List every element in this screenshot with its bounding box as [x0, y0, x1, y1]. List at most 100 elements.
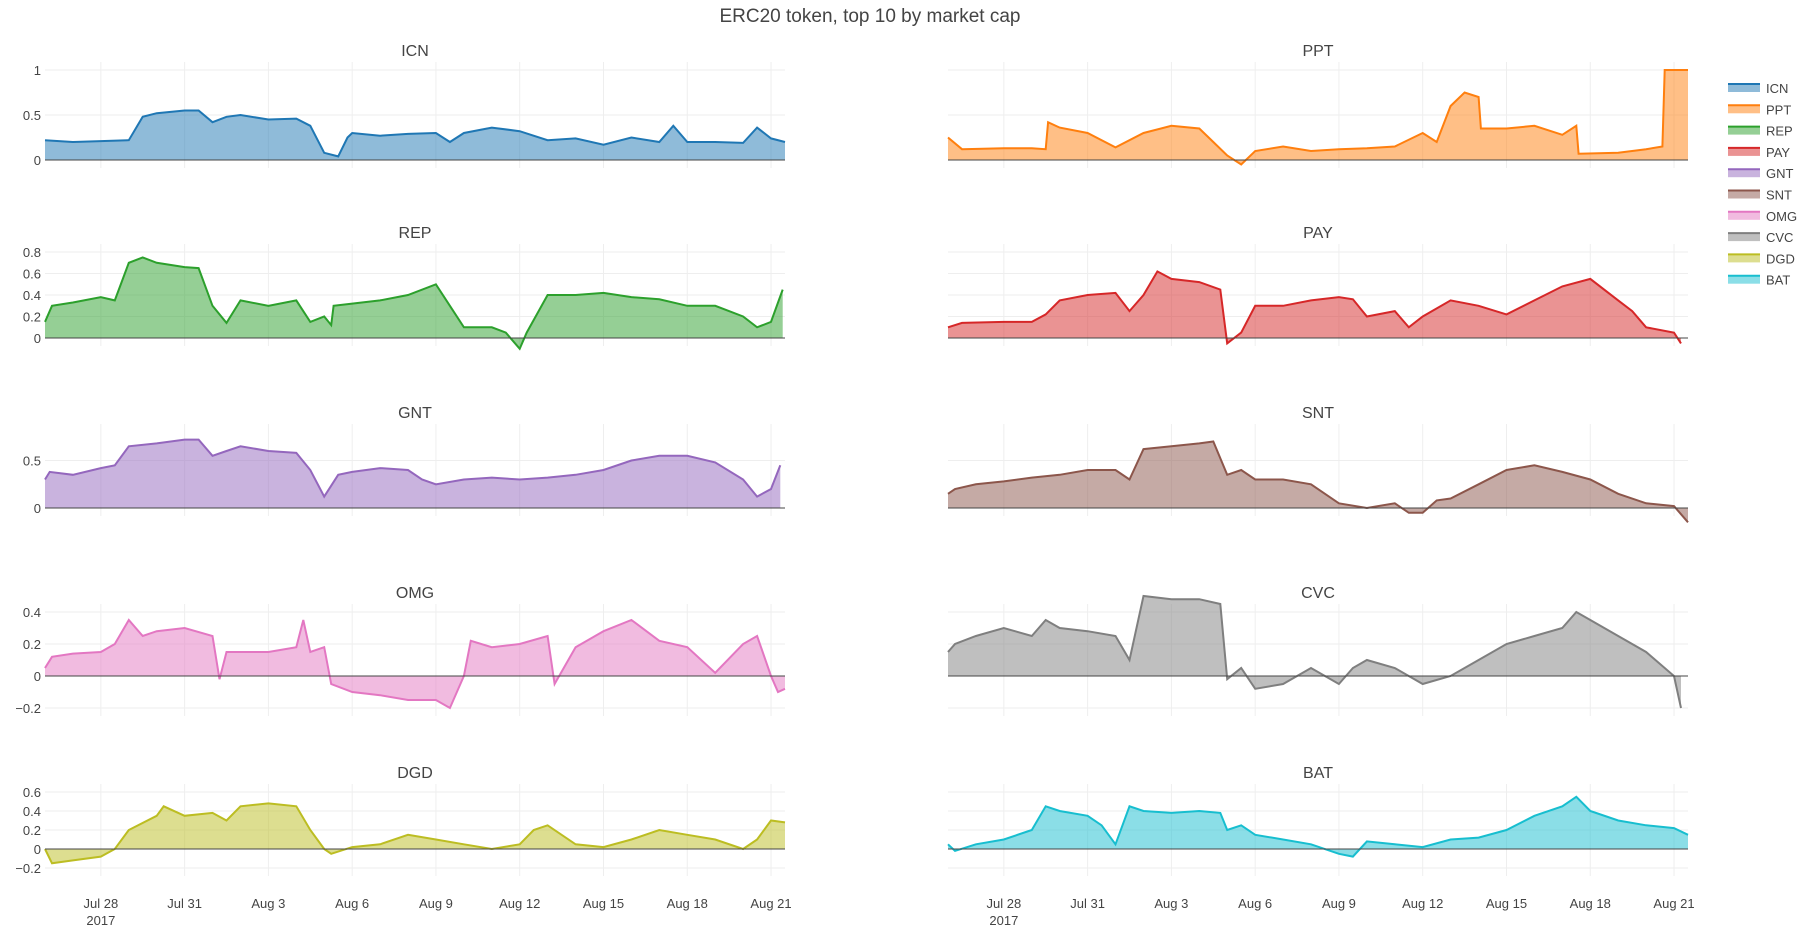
y-tick-label: 0 — [34, 153, 41, 168]
legend-item-icn[interactable]: ICN — [1728, 81, 1788, 96]
y-tick-label: −0.2 — [15, 701, 41, 716]
line-cvc — [947, 594, 1682, 709]
line-icn — [44, 109, 786, 158]
x-tick-label: Jul 31 — [1070, 896, 1105, 911]
legend-swatch — [1728, 84, 1760, 92]
panel-snt: SNT — [947, 405, 1689, 523]
chart-legend: ICN PPT REP PAY GNT SNT OMG CVC DGD BAT — [1728, 81, 1797, 288]
panel-icn: ICN 0 0.5 1 — [23, 43, 786, 168]
x-tick-label: Aug 9 — [419, 896, 453, 911]
y-tick-label: 0.2 — [23, 637, 41, 652]
subplot-title-dgd: DGD — [397, 765, 433, 782]
line-dgd — [44, 802, 786, 865]
x-tick-label: Aug 12 — [499, 896, 540, 911]
y-tick-label: 0.6 — [23, 267, 41, 282]
legend-swatch — [1728, 190, 1760, 199]
y-tick-label: 0 — [34, 842, 41, 857]
legend-swatch — [1728, 275, 1760, 284]
area-icn — [45, 110, 785, 160]
area-omg — [45, 620, 785, 708]
legend-label: SNT — [1766, 188, 1792, 203]
subplot-title-rep: REP — [399, 225, 432, 242]
subplot-title-gnt: GNT — [398, 405, 432, 422]
y-tick-label: −0.2 — [15, 861, 41, 876]
x-tick-label: Aug 21 — [750, 896, 791, 911]
y-tick-label: 0.2 — [23, 310, 41, 325]
x-tick-label: Jul 28 — [986, 896, 1021, 911]
subplot-title-icn: ICN — [401, 43, 429, 60]
subplot-title-bat: BAT — [1303, 765, 1333, 782]
x-tick-sublabel: 2017 — [989, 913, 1018, 928]
x-tick-label: Aug 15 — [583, 896, 624, 911]
legend-label: CVC — [1766, 230, 1793, 245]
x-tick-label: Aug 3 — [251, 896, 285, 911]
panel-ppt: PPT — [947, 43, 1688, 168]
y-tick-label: 0.5 — [23, 454, 41, 469]
panel-rep: REP 0 0.2 0.4 0.6 0.8 — [23, 225, 785, 351]
panel-pay: PAY — [947, 225, 1688, 346]
legend-label: OMG — [1766, 209, 1797, 224]
line-ppt — [947, 69, 1688, 166]
x-tick-label: Aug 18 — [667, 896, 708, 911]
x-tick-label: Aug 3 — [1154, 896, 1188, 911]
panel-gnt: GNT 0 0.5 — [23, 405, 785, 516]
y-tick-label: 0 — [34, 331, 41, 346]
subplot-title-snt: SNT — [1302, 405, 1334, 422]
legend-label: GNT — [1766, 166, 1794, 181]
legend-label: PPT — [1766, 102, 1791, 117]
legend-label: ICN — [1766, 81, 1788, 96]
y-tick-label: 0.6 — [23, 785, 41, 800]
legend-swatch — [1728, 211, 1760, 220]
y-tick-label: 0.2 — [23, 823, 41, 838]
line-pay — [947, 270, 1682, 346]
area-cvc — [948, 596, 1681, 708]
legend-item-snt[interactable]: SNT — [1728, 188, 1792, 203]
legend-label: REP — [1766, 124, 1793, 139]
legend-item-omg[interactable]: OMG — [1728, 209, 1797, 224]
legend-label: DGD — [1766, 251, 1795, 266]
x-tick-label: Aug 15 — [1486, 896, 1527, 911]
y-tick-label: 0 — [34, 501, 41, 516]
legend-item-ppt[interactable]: PPT — [1728, 102, 1791, 117]
chart-title: ERC20 token, top 10 by market cap — [720, 6, 1021, 27]
area-ppt — [948, 70, 1688, 165]
x-tick-label: Aug 9 — [1322, 896, 1356, 911]
panel-dgd: DGD −0.2 0 0.2 0.4 0.6 Jul 28 2017 Jul 31 Aug 3 Au… — [15, 765, 791, 928]
legend-swatch — [1728, 105, 1760, 114]
panel-omg: OMG −0.2 0 0.2 0.4 — [15, 585, 786, 716]
legend-item-gnt[interactable]: GNT — [1728, 166, 1794, 181]
y-tick-label: 0.8 — [23, 245, 41, 260]
x-tick-label: Jul 28 — [83, 896, 118, 911]
legend-swatch — [1728, 254, 1760, 263]
line-rep — [44, 256, 784, 351]
area-dgd — [45, 803, 785, 864]
subplot-title-cvc: CVC — [1301, 585, 1335, 602]
legend-label: BAT — [1766, 273, 1790, 288]
area-snt — [948, 441, 1688, 523]
legend-item-rep[interactable]: REP — [1728, 124, 1793, 139]
legend-swatch — [1728, 233, 1760, 242]
subplot-title-ppt: PPT — [1302, 43, 1333, 60]
y-tick-label: 0.4 — [23, 605, 41, 620]
line-bat — [947, 795, 1689, 858]
subplot-title-pay: PAY — [1303, 225, 1333, 242]
line-gnt — [44, 438, 782, 499]
subplot-title-omg: OMG — [396, 585, 434, 602]
legend-item-dgd[interactable]: DGD — [1728, 251, 1795, 266]
legend-item-bat[interactable]: BAT — [1728, 273, 1790, 288]
x-tick-sublabel: 2017 — [86, 913, 115, 928]
y-tick-label: 0.4 — [23, 804, 41, 819]
line-snt — [947, 440, 1689, 523]
panel-cvc: CVC — [947, 585, 1688, 716]
legend-swatch — [1728, 126, 1760, 135]
legend-item-cvc[interactable]: CVC — [1728, 230, 1793, 245]
y-tick-label: 0.5 — [23, 108, 41, 123]
legend-item-pay[interactable]: PAY — [1728, 145, 1790, 160]
panel-bat: BAT Jul 28 2017 Jul 31 Aug 3 Aug 6 Aug 9 Aug 12… — [947, 765, 1695, 928]
area-rep — [45, 257, 783, 349]
legend-swatch — [1728, 169, 1760, 178]
y-tick-label: 1 — [34, 63, 41, 78]
y-tick-label: 0.4 — [23, 288, 41, 303]
x-tick-label: Aug 21 — [1653, 896, 1694, 911]
